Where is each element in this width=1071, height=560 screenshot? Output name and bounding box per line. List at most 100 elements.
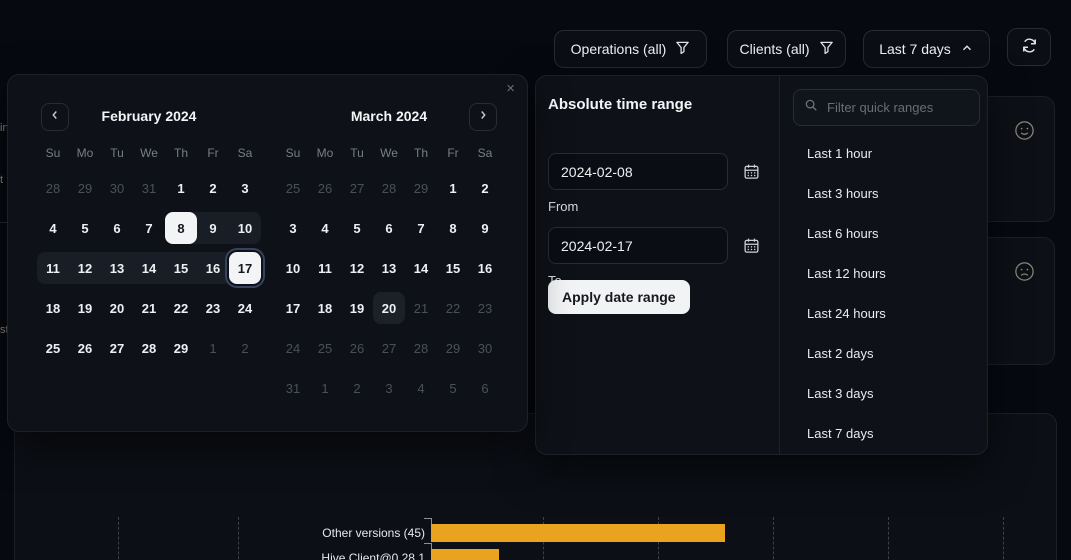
quick-range-item[interactable]: Last 7 days: [807, 425, 874, 441]
day-cell[interactable]: 9: [481, 220, 489, 236]
day-cell[interactable]: 13: [101, 252, 133, 284]
time-range-label: Last 7 days: [879, 41, 951, 57]
day-cell: 24: [285, 340, 301, 356]
refresh-button[interactable]: [1007, 28, 1051, 66]
day-cell[interactable]: 8: [165, 212, 197, 244]
day-cell[interactable]: 4: [49, 220, 57, 236]
day-cell[interactable]: 8: [449, 220, 457, 236]
day-cell[interactable]: 24: [237, 300, 253, 316]
chevron-left-icon: [48, 108, 62, 127]
day-cell[interactable]: 15: [165, 252, 197, 284]
day-cell[interactable]: 14: [413, 260, 429, 276]
day-cell[interactable]: 13: [381, 260, 397, 276]
day-cell[interactable]: 5: [81, 220, 89, 236]
day-cell[interactable]: 26: [77, 340, 93, 356]
day-cell[interactable]: 22: [173, 300, 189, 316]
day-cell[interactable]: 5: [353, 220, 361, 236]
calendar-icon[interactable]: [743, 163, 760, 185]
time-range-popup: Absolute time range From To: [535, 75, 988, 455]
day-cell[interactable]: 16: [477, 260, 493, 276]
day-cell: 30: [477, 340, 493, 356]
day-cell[interactable]: 18: [317, 300, 333, 316]
day-cell[interactable]: 11: [318, 260, 332, 276]
day-cell[interactable]: 10: [229, 212, 261, 244]
version-bar[interactable]: [431, 524, 725, 542]
clients-filter-button[interactable]: Clients (all): [727, 30, 846, 68]
day-cell[interactable]: 19: [77, 300, 93, 316]
day-cell[interactable]: 6: [113, 220, 121, 236]
day-cell[interactable]: 17: [285, 300, 301, 316]
refresh-icon: [1021, 37, 1038, 57]
weekday-label: Mo: [316, 146, 334, 160]
day-cell[interactable]: 25: [45, 340, 61, 356]
day-cell[interactable]: 28: [141, 340, 157, 356]
chevron-up-icon: [960, 41, 974, 58]
time-range-button[interactable]: Last 7 days: [863, 30, 990, 68]
day-cell: 25: [317, 340, 333, 356]
to-date-input[interactable]: [548, 227, 728, 264]
quick-range-item[interactable]: Last 2 days: [807, 345, 874, 361]
quick-range-item[interactable]: Last 3 days: [807, 385, 874, 401]
day-cell[interactable]: 19: [349, 300, 365, 316]
day-cell: 2: [353, 380, 361, 396]
day-cell[interactable]: 4: [321, 220, 329, 236]
day-cell[interactable]: 1: [177, 180, 185, 196]
day-cell: 28: [45, 180, 61, 196]
weekday-label: Th: [173, 146, 188, 160]
day-cell[interactable]: 2: [209, 180, 217, 196]
from-date-input[interactable]: [548, 153, 728, 190]
day-cell[interactable]: 21: [141, 300, 157, 316]
quick-ranges-search: [793, 89, 980, 126]
absolute-range-title: Absolute time range: [548, 96, 693, 113]
day-cell[interactable]: 23: [205, 300, 221, 316]
day-cell[interactable]: 14: [133, 252, 165, 284]
day-cell[interactable]: 2: [481, 180, 489, 196]
day-cell[interactable]: 20: [373, 292, 405, 324]
close-icon[interactable]: ×: [506, 80, 515, 97]
day-cell[interactable]: 11: [37, 252, 69, 284]
day-cell: 22: [445, 300, 461, 316]
weekday-label: We: [380, 146, 398, 160]
chart-gridline: [888, 517, 889, 560]
day-cell[interactable]: 1: [449, 180, 457, 196]
search-input[interactable]: [825, 99, 969, 116]
quick-range-item[interactable]: Last 3 hours: [807, 185, 879, 201]
calendar-icon[interactable]: [743, 237, 760, 259]
day-cell[interactable]: 20: [109, 300, 125, 316]
day-cell[interactable]: 12: [349, 260, 365, 276]
day-cell[interactable]: 16: [197, 252, 229, 284]
weekday-label: Tu: [350, 146, 364, 160]
day-cell[interactable]: 27: [109, 340, 125, 356]
day-cell[interactable]: 7: [145, 220, 153, 236]
weekday-label: Sa: [477, 146, 493, 160]
day-cell[interactable]: 6: [385, 220, 393, 236]
day-cell[interactable]: 7: [417, 220, 425, 236]
next-month-button[interactable]: [469, 103, 497, 131]
day-cell[interactable]: 3: [289, 220, 297, 236]
day-cell: 28: [413, 340, 429, 356]
version-bar[interactable]: [431, 549, 499, 560]
day-cell[interactable]: 18: [45, 300, 61, 316]
day-cell[interactable]: 3: [241, 180, 249, 196]
quick-range-item[interactable]: Last 24 hours: [807, 305, 886, 321]
day-cell: 21: [413, 300, 429, 316]
day-cell: 23: [477, 300, 493, 316]
day-cell[interactable]: 10: [285, 260, 301, 276]
day-cell[interactable]: 9: [197, 212, 229, 244]
quick-range-item[interactable]: Last 12 hours: [807, 265, 886, 281]
chart-gridline: [1003, 517, 1004, 560]
quick-range-item[interactable]: Last 1 hour: [807, 145, 873, 161]
operations-filter-button[interactable]: Operations (all): [554, 30, 707, 68]
day-grid: 25 26 27 28 29 1 2 3 4 5 6 7 8 9 10 11 12 13 14 15 16 17 18 19 2…: [277, 172, 501, 404]
day-cell: 26: [317, 180, 333, 196]
apply-date-range-button[interactable]: Apply date range: [548, 280, 690, 314]
day-cell[interactable]: 17: [229, 252, 261, 284]
day-cell[interactable]: 15: [445, 260, 461, 276]
day-cell[interactable]: 29: [173, 340, 189, 356]
day-cell: 1: [209, 340, 217, 356]
previous-month-button[interactable]: [41, 103, 69, 131]
day-cell[interactable]: 12: [69, 252, 101, 284]
day-cell: 5: [449, 380, 457, 396]
quick-range-item[interactable]: Last 6 hours: [807, 225, 879, 241]
